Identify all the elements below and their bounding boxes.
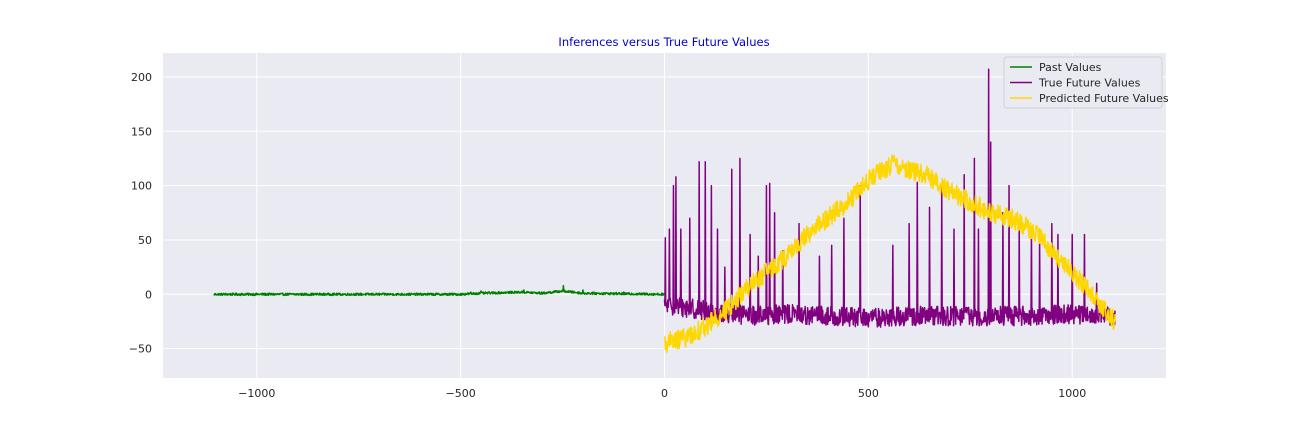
y-tick-label: 50 — [138, 234, 152, 247]
legend-label: Predicted Future Values — [1039, 92, 1169, 105]
y-tick-label: 200 — [131, 71, 152, 84]
y-tick-label: −50 — [129, 343, 152, 356]
legend-label: True Future Values — [1038, 77, 1141, 90]
legend: Past Values True Future Values Predicted F… — [1003, 56, 1169, 109]
y-tick-label: 150 — [131, 125, 152, 138]
series-layer — [213, 68, 1116, 353]
legend-label: Past Values — [1039, 61, 1102, 74]
legend-box — [1003, 56, 1163, 109]
y-tick-label: 0 — [145, 288, 152, 301]
x-tick-label: −1000 — [238, 387, 275, 400]
x-tick-label: 0 — [661, 387, 668, 400]
series-line-1 — [213, 284, 665, 297]
chart-title: Inferences versus True Future Values — [558, 35, 769, 49]
y-tick-label: 100 — [131, 180, 152, 193]
x-tick-label: 500 — [858, 387, 879, 400]
series-line-2 — [663, 68, 1116, 328]
gridlines — [163, 53, 1166, 378]
series-line-3 — [663, 154, 1116, 353]
x-tick-label: 1000 — [1058, 387, 1086, 400]
x-tick-label: −500 — [446, 387, 476, 400]
